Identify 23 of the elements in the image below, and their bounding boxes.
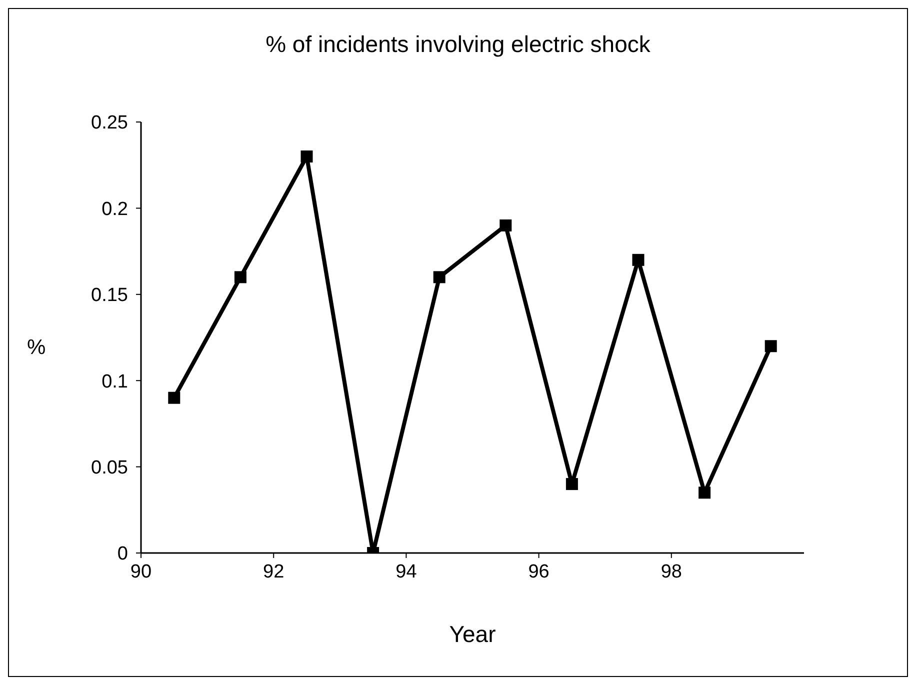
point xyxy=(168,392,180,404)
point xyxy=(698,486,711,499)
y-tick-label: 0.1 xyxy=(102,371,128,392)
y-tick-label: 0.2 xyxy=(102,198,128,220)
y-tick-label: 0.25 xyxy=(91,112,128,134)
point xyxy=(632,254,644,266)
chart-title: % of incidents involving electric shock xyxy=(264,31,652,58)
x-tick-label: 94 xyxy=(396,561,418,582)
x-tick-label: 92 xyxy=(263,561,284,582)
y-tick-label: 0.05 xyxy=(91,458,128,479)
point xyxy=(433,271,446,284)
y-axis-title: % xyxy=(27,336,46,360)
x-tick-label: 98 xyxy=(660,561,682,582)
y-tick-label: 0.15 xyxy=(91,285,128,306)
point xyxy=(300,150,313,162)
point xyxy=(234,271,246,284)
point xyxy=(764,340,777,352)
x-axis-title: Year xyxy=(448,621,497,648)
y-tick-label: 0 xyxy=(117,544,128,565)
point xyxy=(500,219,512,232)
point xyxy=(566,478,578,490)
x-tick-label: 96 xyxy=(528,561,550,582)
x-tick-label: 90 xyxy=(130,561,152,582)
